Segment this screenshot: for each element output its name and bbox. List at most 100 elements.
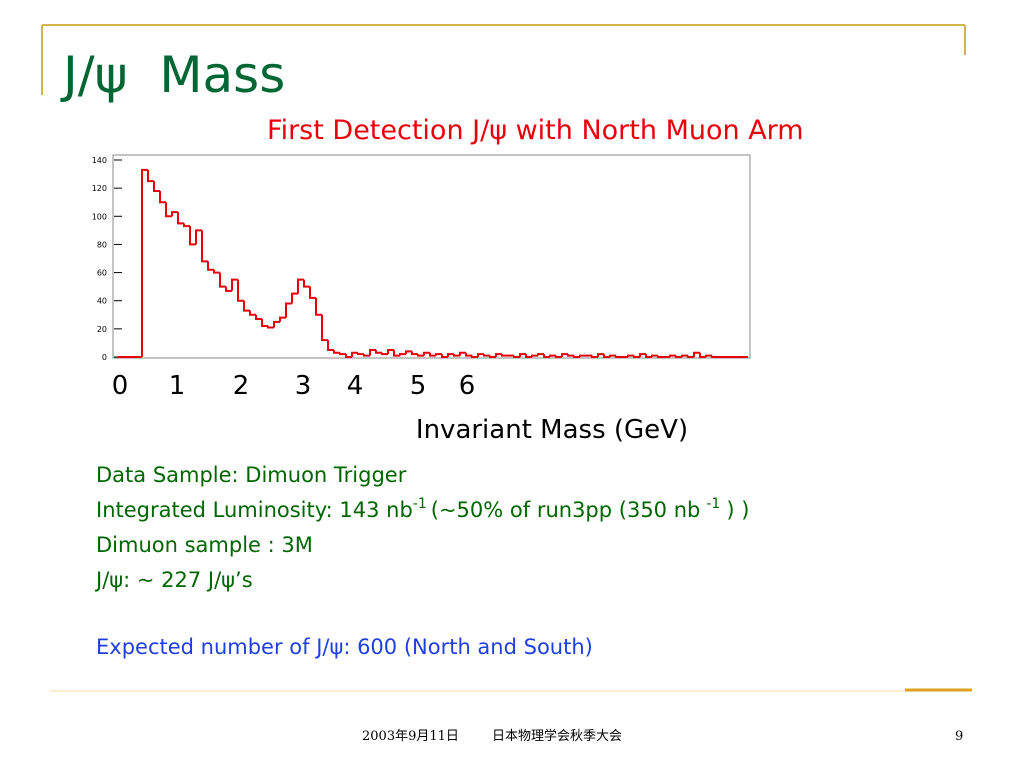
bin	[333, 349, 340, 354]
bin	[525, 354, 532, 358]
axis-number: 0	[112, 371, 129, 401]
bin	[597, 353, 604, 357]
footer-date: 2003年9月11日	[362, 729, 459, 744]
note-part: Integrated Luminosity: 143 nb	[96, 498, 413, 522]
bin	[195, 229, 202, 245]
bin	[489, 355, 496, 358]
bin	[543, 354, 550, 358]
bin	[363, 354, 370, 357]
bin	[165, 202, 172, 218]
bin	[471, 355, 478, 358]
bin	[237, 279, 244, 302]
bin	[615, 355, 622, 358]
bin	[579, 354, 586, 357]
bin	[225, 286, 232, 292]
bin	[573, 355, 580, 358]
note: Integrated Luminosity: 143 nb-1 (~50% of …	[96, 496, 749, 522]
bin	[681, 354, 688, 357]
bin	[429, 352, 436, 357]
bin	[633, 355, 640, 358]
bin	[345, 354, 352, 358]
superscript: -1	[413, 496, 427, 512]
bin	[309, 286, 316, 299]
bin	[147, 169, 154, 183]
y-tick-label: 100	[92, 212, 107, 221]
y-tick-label: 80	[97, 240, 107, 249]
bin	[339, 352, 346, 356]
bin	[687, 355, 694, 358]
bin	[261, 319, 268, 328]
bin	[189, 226, 196, 246]
axis-number: 6	[459, 371, 476, 401]
note-expected: Expected number of J/ψ: 600 (North and S…	[96, 635, 593, 659]
bin	[513, 355, 520, 358]
axis-numbers: 0 1 2 3 4 5 6	[112, 371, 476, 401]
bin	[405, 350, 412, 355]
slide-title: J/ψ Mass	[60, 46, 285, 104]
notes: Data Sample: Dimuon Trigger Integrated L…	[94, 463, 749, 659]
axis-label: Invariant Mass (GeV)	[416, 415, 688, 445]
bin	[243, 300, 250, 312]
note-part: ) )	[726, 498, 749, 522]
bin	[153, 181, 160, 192]
bin	[501, 354, 508, 357]
plot-frame	[112, 154, 751, 359]
axis-number: 4	[347, 371, 364, 401]
bin	[537, 353, 544, 356]
bin	[657, 355, 664, 358]
bin	[567, 354, 574, 357]
bin	[423, 351, 430, 356]
page-number: 9	[955, 729, 963, 744]
bin	[459, 351, 466, 356]
y-tick-label: 140	[92, 156, 107, 165]
bin	[639, 353, 646, 357]
bin	[603, 354, 610, 358]
bin	[171, 211, 178, 217]
note: Dimuon sample : 3M	[96, 533, 313, 557]
bin	[375, 349, 382, 354]
bin	[555, 355, 562, 358]
bin	[183, 223, 190, 228]
bin	[711, 355, 718, 358]
bin	[453, 354, 460, 357]
bin	[213, 269, 220, 274]
bin	[435, 353, 442, 356]
y-tick-label: 120	[92, 184, 107, 193]
bin	[267, 326, 274, 329]
bin	[651, 354, 658, 357]
bin	[387, 348, 394, 355]
note-part: (~50% of run3pp (350 nb	[431, 498, 701, 522]
bin	[477, 353, 484, 357]
bin	[417, 354, 424, 357]
bin	[561, 353, 568, 357]
bin	[285, 302, 292, 318]
bin	[495, 353, 502, 357]
bin	[351, 351, 358, 357]
bin	[279, 316, 286, 322]
bin	[207, 261, 214, 271]
axis-number: 1	[169, 371, 186, 401]
bin	[141, 168, 148, 357]
bin	[699, 352, 706, 358]
bin	[249, 310, 256, 316]
bin	[675, 355, 682, 358]
footer-event: 日本物理学会秋季大会	[492, 728, 622, 744]
y-tick-label: 40	[97, 297, 107, 306]
bin	[255, 314, 262, 321]
axis-number: 5	[410, 371, 427, 401]
note: J/ψ: ~ 227 J/ψ’s	[94, 568, 253, 592]
y-tick-label: 0	[102, 353, 107, 362]
bin	[291, 292, 298, 304]
bin	[321, 314, 328, 342]
axis-number: 3	[295, 371, 312, 401]
bin	[297, 278, 304, 294]
subtitle: First Detection J/ψ with North Muon Arm	[267, 115, 804, 146]
bin	[231, 278, 238, 291]
bin	[483, 354, 490, 357]
bin	[201, 230, 208, 263]
bin	[465, 352, 472, 357]
bin	[327, 340, 334, 351]
bin	[705, 354, 712, 357]
bin	[441, 354, 448, 358]
